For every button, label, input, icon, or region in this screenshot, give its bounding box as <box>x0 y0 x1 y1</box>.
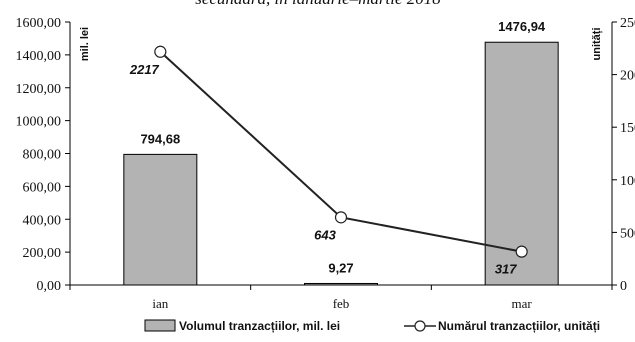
y-right-tick-label: 0 <box>620 279 627 294</box>
line-series <box>154 45 528 258</box>
line-marker <box>515 245 528 258</box>
legend: Volumul tranzacțiilor, mil. lei Numărul t… <box>144 319 600 333</box>
y-left-axis-title: mil. lei <box>79 27 91 61</box>
bars <box>123 41 559 286</box>
line-value-label: 643 <box>314 227 336 242</box>
y-left-tick-label: 1000,00 <box>16 115 62 130</box>
x-tick-label: feb <box>333 296 350 311</box>
y-right-tick-label: 2000 <box>620 69 635 84</box>
bar <box>123 153 198 286</box>
y-right-axis-title: unități <box>591 28 603 61</box>
legend-bar-label: Volumul tranzacțiilor, mil. lei <box>179 319 340 333</box>
y-left-tick-label: 0,00 <box>37 279 62 294</box>
bar-value-label: 9,27 <box>328 260 353 275</box>
y-right-tick-label: 500 <box>620 226 635 241</box>
bar-value-label: 1476,94 <box>498 19 546 34</box>
legend-line-label: Numărul tranzacțiilor, unități <box>438 319 600 333</box>
y-left-tick-label: 200,00 <box>23 246 62 261</box>
y-right-tick-label: 1000 <box>620 174 635 189</box>
y-left-tick-label: 1400,00 <box>16 49 62 64</box>
y-right-tick-label: 1500 <box>620 121 635 136</box>
y-left-tick-label: 800,00 <box>23 148 62 163</box>
y-left-tick-label: 1200,00 <box>16 82 62 97</box>
y-left-tick-label: 600,00 <box>23 180 62 195</box>
y-right-tick-label: 2500 <box>620 16 635 31</box>
line-value-label: 2217 <box>129 62 160 77</box>
axes: 0,00 200,00 400,00 600,00 800,00 1000,00 1200,… <box>16 16 635 311</box>
legend-bar-swatch <box>144 319 176 332</box>
x-tick-label: ian <box>152 296 168 311</box>
data-labels: 794,68 9,27 1476,94 2217 643 317 <box>129 19 546 276</box>
y-left-tick-label: 400,00 <box>23 213 62 228</box>
bar <box>304 282 378 286</box>
chart-title: secundară, în ianuarie–martie 2018 <box>195 0 441 8</box>
line-marker <box>334 211 348 224</box>
line-marker <box>154 45 167 58</box>
bar <box>484 41 559 286</box>
bar-value-label: 794,68 <box>140 131 180 146</box>
legend-line-marker <box>414 320 426 332</box>
line-value-label: 317 <box>495 262 517 277</box>
y-left-tick-label: 1600,00 <box>16 16 62 31</box>
x-tick-label: mar <box>512 296 533 311</box>
